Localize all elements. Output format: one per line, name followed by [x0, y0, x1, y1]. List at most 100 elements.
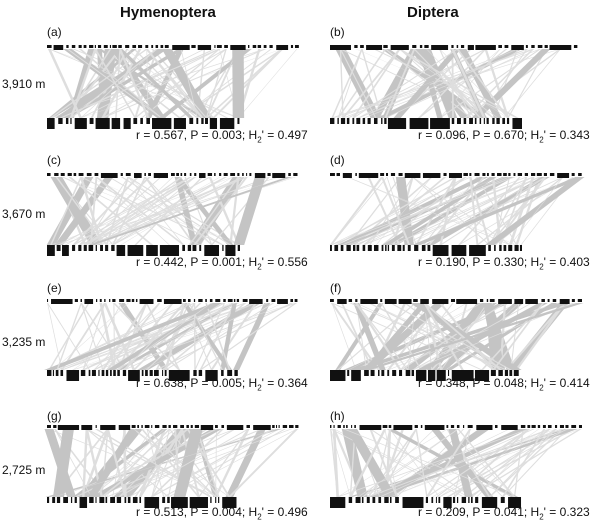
interaction-link — [123, 303, 269, 370]
interaction-link — [505, 303, 567, 370]
pollinator-node-bar — [209, 118, 218, 129]
plant-node-bar — [126, 299, 131, 302]
pollinator-node-bar — [222, 245, 224, 251]
interaction-link — [399, 303, 507, 370]
plant-node-bar — [503, 173, 507, 176]
plant-node-bar — [479, 299, 484, 302]
plant-node-bar — [168, 425, 171, 428]
plant-node-bar — [190, 425, 193, 428]
pollinator-node-bar — [205, 118, 208, 124]
plant-node-bar — [336, 173, 340, 176]
interaction-link — [399, 49, 499, 118]
interaction-link — [330, 177, 500, 245]
plant-node-bar — [542, 425, 546, 428]
plant-node-bar — [486, 173, 489, 176]
interaction-link — [233, 177, 266, 245]
interaction-link — [82, 429, 109, 497]
plant-node-bar — [577, 299, 582, 302]
plant-node-bar — [491, 173, 495, 176]
plant-node-bar — [219, 173, 222, 176]
pollinator-node-bar — [373, 118, 378, 124]
interaction-link — [69, 49, 158, 118]
plant-node-bar — [223, 173, 228, 176]
pollinator-node-bar — [361, 497, 364, 503]
stats-c: r = 0.442, P = 0.001; H2' = 0.556 — [136, 255, 308, 272]
plant-node-bar — [475, 45, 496, 50]
plant-node-bar — [348, 299, 353, 302]
plant-node-bar — [194, 173, 197, 176]
plant-node-bar — [249, 299, 263, 304]
plant-node-bar — [346, 425, 348, 428]
pollinator-node-bar — [334, 245, 339, 251]
pollinator-node-bar — [56, 497, 61, 503]
plant-node-bar — [104, 299, 106, 302]
plant-node-bar — [359, 425, 382, 430]
pollinator-node-bar — [407, 245, 411, 251]
pollinator-node-bar — [88, 245, 94, 251]
interaction-link — [205, 49, 227, 118]
pollinator-node-bar — [63, 497, 69, 503]
pollinator-node-bar — [218, 497, 220, 503]
plant-node-bar — [83, 45, 87, 48]
interaction-link — [368, 303, 507, 370]
plant-node-bar — [552, 299, 557, 302]
interaction-link — [356, 49, 529, 118]
interaction-link — [346, 177, 512, 245]
plant-node-bar — [84, 299, 94, 304]
plant-node-bar — [469, 173, 472, 176]
plant-node-bar — [446, 425, 449, 428]
plant-node-bar — [420, 425, 423, 428]
plant-node-bar — [199, 173, 206, 178]
pollinator-node-bar — [506, 118, 510, 124]
plant-node-bar — [148, 173, 151, 176]
plant-node-bar — [94, 45, 96, 48]
interaction-link — [384, 429, 398, 497]
plant-node-bar — [131, 299, 135, 302]
pollinator-node-bar — [492, 118, 495, 124]
pollinator-node-bar — [124, 497, 127, 503]
pollinator-node-bar — [474, 370, 490, 381]
plant-node-bar — [390, 173, 396, 176]
plant-node-bar — [269, 45, 273, 48]
interaction-link — [48, 303, 191, 370]
plant-node-bar — [276, 425, 278, 428]
pollinator-node-bar — [167, 497, 170, 503]
plant-node-bar — [351, 425, 353, 428]
pollinator-node-bar — [490, 370, 496, 376]
network-c — [46, 173, 298, 256]
pollinator-node-bar — [378, 497, 382, 503]
pollinator-node-bar — [47, 118, 55, 129]
pollinator-node-bar — [425, 497, 429, 503]
pollinator-node-bar — [234, 370, 238, 376]
pollinator-node-bar — [225, 245, 236, 256]
plant-node-bar — [216, 45, 222, 48]
interaction-link — [84, 177, 162, 245]
pollinator-node-bar — [111, 118, 121, 129]
plant-node-bar — [462, 425, 465, 428]
interaction-link — [335, 303, 384, 370]
plant-node-bar — [215, 299, 221, 302]
plant-node-bar — [330, 425, 332, 428]
plant-node-bar — [132, 45, 137, 48]
plant-node-bar — [131, 425, 136, 428]
pollinator-node-bar — [168, 370, 190, 381]
interaction-link — [337, 49, 518, 118]
plant-node-bar — [155, 45, 159, 48]
pollinator-node-bar — [496, 118, 500, 124]
pollinator-node-bar — [512, 118, 522, 129]
interaction-link — [355, 303, 409, 370]
plant-node-bar — [531, 173, 536, 176]
plant-node-bar — [74, 299, 78, 302]
plant-node-bar — [191, 45, 196, 48]
plant-node-bar — [527, 425, 531, 428]
interaction-link — [206, 49, 239, 118]
interaction-link — [88, 177, 293, 245]
interaction-link — [492, 303, 545, 370]
pollinator-node-bar — [494, 245, 496, 251]
plant-node-bar — [498, 45, 502, 48]
interaction-link — [493, 177, 547, 245]
plant-node-bar — [246, 425, 250, 428]
pollinator-node-bar — [127, 497, 131, 503]
interaction-link — [330, 303, 380, 370]
pollinator-node-bar — [79, 497, 88, 508]
